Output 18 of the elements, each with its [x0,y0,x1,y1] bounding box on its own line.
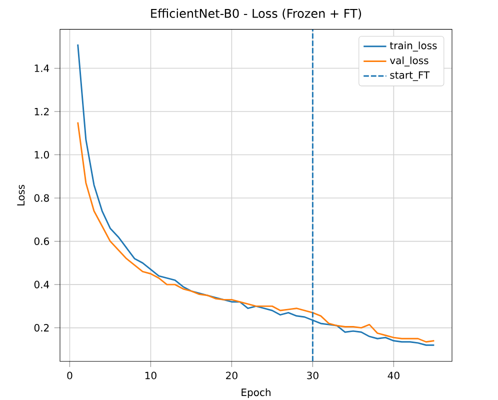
x-tick-label: 20 [226,372,238,380]
x-tick-label: 40 [388,372,400,380]
legend-label: train_loss [390,42,437,52]
y-tick-label: 0.8 [34,194,49,202]
y-tick-label: 1.0 [34,151,49,159]
y-tick-label: 1.4 [34,64,50,72]
y-axis-title: Loss [17,184,25,206]
x-tick-label: 30 [307,372,318,380]
legend-label: start_FT [390,71,430,81]
y-tick-label: 0.2 [34,324,49,332]
y-tick-label: 0.6 [34,238,50,246]
x-tick-label: 0 [67,372,72,380]
y-tick-label: 1.2 [34,108,49,116]
x-tick-label: 10 [145,372,156,380]
y-tick-label: 0.4 [34,280,50,288]
x-axis-title: Epoch [242,388,270,398]
legend-label: val_loss [390,56,428,66]
chart-title: EfficientNet-B0 - Loss (Frozen + FT) [151,8,362,20]
